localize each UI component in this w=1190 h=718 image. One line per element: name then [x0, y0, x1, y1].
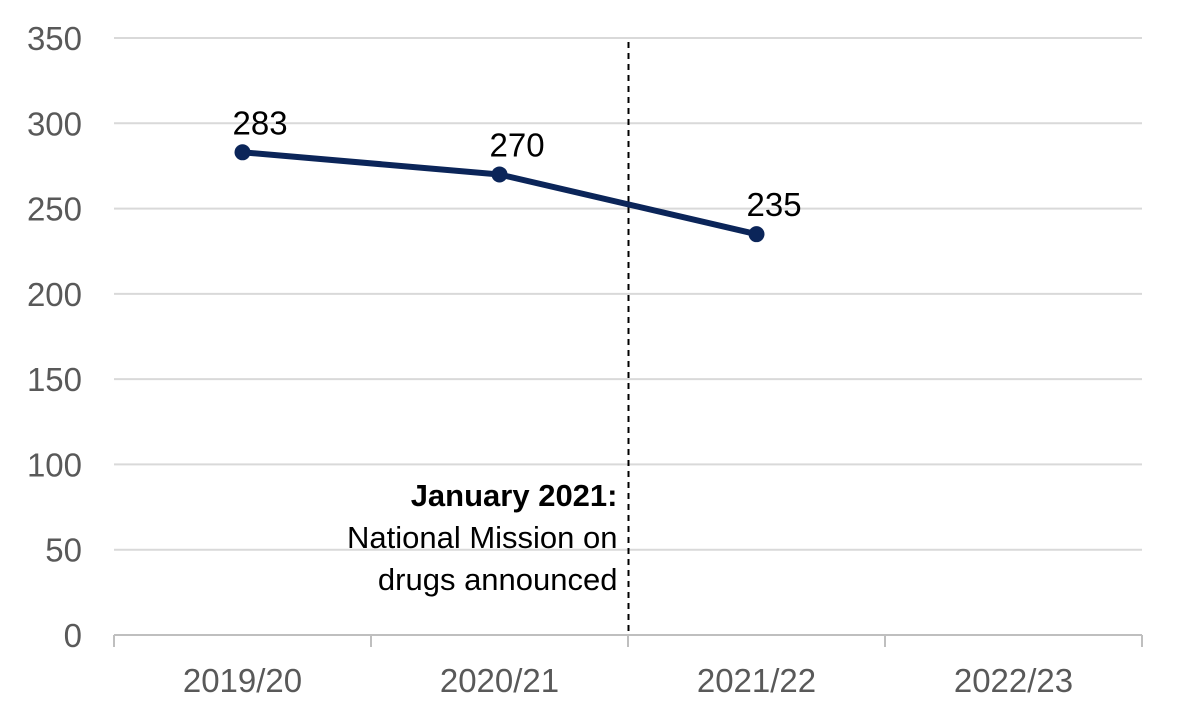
annotation-text-line-1: National Mission on: [347, 520, 618, 555]
data-label: 235: [747, 186, 802, 223]
y-tick-label: 100: [27, 446, 82, 483]
series-line: [239, 149, 760, 238]
y-tick-label: 200: [27, 276, 82, 313]
data-point: [748, 226, 765, 243]
series: [234, 144, 765, 243]
data-labels: 283 270 235: [233, 104, 802, 223]
y-tick-label: 150: [27, 361, 82, 398]
annotation-title: January 2021:: [411, 478, 618, 513]
y-tick-label: 50: [45, 532, 82, 569]
x-tick-label: 2019/20: [183, 662, 302, 699]
annotation-text-line-2: drugs announced: [378, 562, 618, 597]
x-axis-tick-labels: 2019/20 2020/21 2021/22 2022/23: [183, 662, 1073, 699]
y-tick-label: 250: [27, 191, 82, 228]
y-tick-label: 350: [27, 20, 82, 57]
annotation: January 2021: National Mission on drugs …: [347, 42, 630, 632]
data-point: [234, 144, 251, 161]
y-tick-label: 300: [27, 105, 82, 142]
x-axis: [113, 634, 1143, 647]
data-label: 270: [490, 126, 545, 163]
x-tick-label: 2021/22: [697, 662, 816, 699]
x-tick-label: 2022/23: [954, 662, 1073, 699]
data-point: [491, 166, 508, 183]
y-tick-label: 0: [64, 617, 82, 654]
y-axis-tick-labels: 0 50 100 150 200 250 300 350: [27, 20, 82, 654]
x-tick-label: 2020/21: [440, 662, 559, 699]
data-label: 283: [233, 104, 288, 141]
